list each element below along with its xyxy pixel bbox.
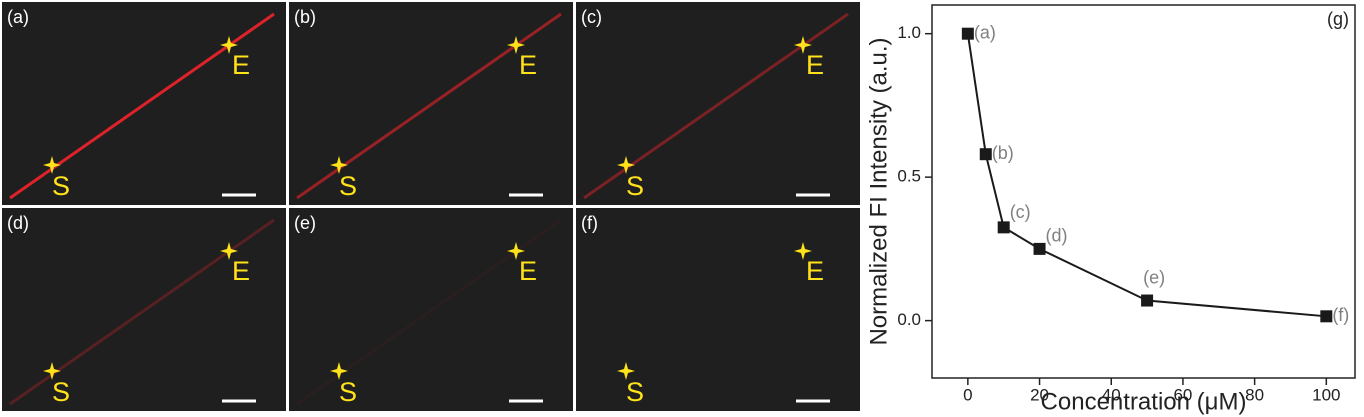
point-label: (c) xyxy=(1010,202,1031,222)
y-axis-title: Normalized FI Intensity (a.u.) xyxy=(865,37,892,345)
x-tick-label: 80 xyxy=(1245,385,1264,404)
image-panel: (a) S E xyxy=(2,2,286,205)
x-axis-title: Concentration (μM) xyxy=(1041,388,1247,415)
start-marker xyxy=(43,362,61,380)
start-marker xyxy=(330,362,348,380)
data-point xyxy=(997,221,1010,234)
end-marker xyxy=(794,242,812,260)
panel-label: (c) xyxy=(581,7,602,27)
start-marker xyxy=(617,156,635,174)
data-line xyxy=(966,33,1327,318)
y-tick-label: 0.5 xyxy=(897,167,921,186)
x-tick-label: 100 xyxy=(1312,385,1340,404)
plot-frame xyxy=(931,4,1356,379)
start-marker xyxy=(43,156,61,174)
panel-label: (a) xyxy=(7,7,29,27)
point-label: (b) xyxy=(992,143,1014,163)
start-label: S xyxy=(339,377,357,407)
end-label: E xyxy=(806,50,824,80)
start-label: S xyxy=(626,171,644,201)
x-tick-label: 0 xyxy=(963,385,972,404)
x-tick-label: 60 xyxy=(1173,385,1192,404)
data-point xyxy=(1320,310,1333,323)
start-label: S xyxy=(339,171,357,201)
panel-background xyxy=(576,2,860,205)
data-point xyxy=(961,27,974,40)
end-label: E xyxy=(806,256,824,286)
panel-background xyxy=(576,208,860,411)
point-label: (f) xyxy=(1332,305,1349,325)
panel-label: (d) xyxy=(7,213,29,233)
data-point xyxy=(979,148,992,161)
end-marker xyxy=(220,242,238,260)
panel-label: (f) xyxy=(581,213,598,233)
y-tick-label: 0.0 xyxy=(897,310,921,329)
start-marker xyxy=(617,362,635,380)
end-marker xyxy=(507,36,525,54)
image-panel: (b) S E xyxy=(289,2,573,205)
end-label: E xyxy=(232,256,250,286)
y-tick-label: 1.0 xyxy=(897,23,921,42)
point-label: (e) xyxy=(1143,267,1165,287)
x-tick-label: 40 xyxy=(1102,385,1121,404)
point-label: (a) xyxy=(974,22,996,42)
image-panel: (d) S E xyxy=(2,208,286,411)
data-point xyxy=(1033,242,1046,255)
point-label: (d) xyxy=(1046,226,1068,246)
x-tick-label: 20 xyxy=(1030,385,1049,404)
panel-label: (g) xyxy=(1327,9,1349,29)
end-marker xyxy=(794,36,812,54)
panel-label: (b) xyxy=(294,7,316,27)
end-marker xyxy=(507,242,525,260)
panel-label: (e) xyxy=(294,213,316,233)
end-label: E xyxy=(519,50,537,80)
end-label: E xyxy=(232,50,250,80)
start-label: S xyxy=(626,377,644,407)
data-point xyxy=(1141,294,1154,307)
panel-background xyxy=(289,208,573,411)
panel-background xyxy=(2,208,286,411)
image-panel: (c) S E xyxy=(576,2,860,205)
start-marker xyxy=(330,156,348,174)
end-marker xyxy=(220,36,238,54)
end-label: E xyxy=(519,256,537,286)
image-panel: (e) S E xyxy=(289,208,573,411)
image-panel: (f) S E xyxy=(576,208,860,411)
start-label: S xyxy=(52,377,70,407)
start-label: S xyxy=(52,171,70,201)
